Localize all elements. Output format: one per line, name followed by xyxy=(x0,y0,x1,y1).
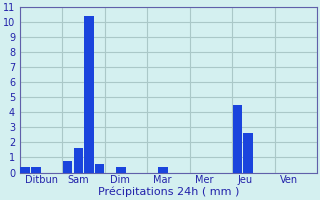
Bar xyxy=(244,133,253,173)
Bar xyxy=(233,105,242,173)
Bar xyxy=(95,164,104,173)
Bar xyxy=(63,161,72,173)
X-axis label: Précipitations 24h ( mm ): Précipitations 24h ( mm ) xyxy=(98,187,239,197)
Bar xyxy=(74,148,83,173)
Bar xyxy=(84,16,94,173)
Bar xyxy=(158,167,168,173)
Bar xyxy=(116,167,125,173)
Bar xyxy=(31,167,41,173)
Bar xyxy=(20,167,30,173)
